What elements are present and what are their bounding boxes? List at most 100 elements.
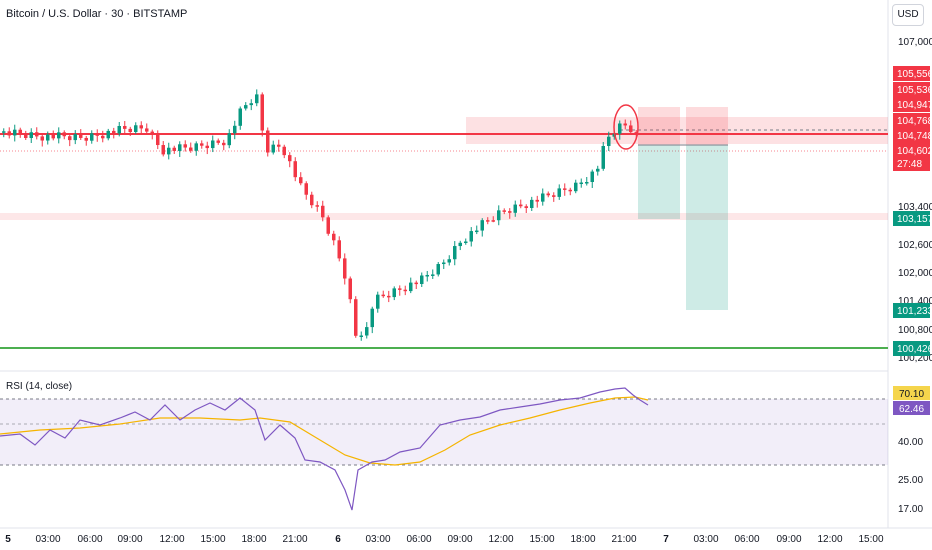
candle-body [502, 210, 506, 212]
candle-body [546, 193, 550, 196]
candle-body [563, 188, 567, 190]
candle-body [200, 143, 204, 146]
candle-body [596, 168, 600, 172]
time-tick: 09:00 [776, 534, 801, 545]
candle-body [172, 147, 176, 151]
time-tick: 21:00 [282, 534, 307, 545]
candle-body [101, 135, 105, 139]
candle-body [623, 123, 627, 126]
time-axis[interactable]: 5 03:00 06:00 09:00 12:00 15:00 18:00 21:00 6 03:… [5, 534, 884, 545]
time-tick: 06:00 [734, 534, 759, 545]
rsi-line [0, 387, 649, 511]
candle-body [304, 183, 308, 195]
candle-body [29, 132, 33, 138]
candle-body [216, 140, 220, 143]
price-tag: 105,536 [897, 85, 932, 96]
candle-body [84, 137, 88, 141]
candle-body [469, 231, 473, 242]
candle-body [40, 136, 44, 141]
price-tick: 100,200 [898, 353, 932, 364]
time-tick: 03:00 [365, 534, 390, 545]
price-tag-bg [893, 128, 930, 143]
candle-body [601, 146, 605, 169]
time-tick: 09:00 [447, 534, 472, 545]
price-tick: 102,000 [898, 268, 932, 279]
candle-body [183, 144, 187, 148]
price-tag-bg [893, 143, 930, 171]
candle-body [453, 246, 457, 260]
candle-body [24, 133, 28, 138]
rsi-band [0, 399, 888, 465]
candle-body [194, 143, 198, 151]
short-position-1-risk[interactable] [638, 107, 680, 145]
candle-body [299, 177, 303, 184]
candle-body [519, 204, 523, 207]
time-tick: 03:00 [693, 534, 718, 545]
price-tag: 104,602 [897, 146, 932, 157]
price-tag-bg [893, 113, 930, 128]
candle-body [326, 217, 330, 234]
candle-body [348, 278, 352, 300]
candle-body [359, 335, 363, 337]
candle-body [398, 288, 402, 290]
rsi-axis[interactable]: 40.00 25.00 17.00 70.10 62.46 [893, 386, 930, 515]
candle-body [266, 130, 270, 153]
short-position-2-target[interactable] [686, 145, 728, 310]
price-tick: 101,400 [898, 296, 932, 307]
candle-body [57, 132, 61, 139]
price-tag-bg [893, 211, 930, 226]
price-tag: 104,947 [897, 100, 932, 111]
price-tag: 104,768 [897, 116, 932, 127]
price-tick: 107,000 [898, 37, 932, 48]
time-tick: 18:00 [241, 534, 266, 545]
candle-body [590, 171, 594, 182]
candle-body [524, 206, 528, 208]
candlestick-series [2, 89, 638, 341]
candle-body [123, 126, 127, 129]
symbol-title[interactable]: Bitcoin / U.S. Dollar · 30 · BITSTAMP [6, 8, 188, 20]
candle-body [535, 199, 539, 202]
candle-body [497, 210, 501, 221]
time-tick: 12:00 [159, 534, 184, 545]
rsi-indicator-title[interactable]: RSI (14, close) [6, 381, 73, 392]
time-tick: 15:00 [200, 534, 225, 545]
candle-body [271, 144, 275, 153]
candle-body [425, 274, 429, 277]
rsi-tick: 40.00 [898, 437, 923, 448]
short-position-1-target[interactable] [638, 145, 680, 219]
candle-body [431, 274, 435, 276]
rsi-tick: 17.00 [898, 504, 923, 515]
candle-body [249, 103, 253, 106]
candle-body [161, 145, 165, 155]
candle-body [552, 195, 556, 197]
price-axis[interactable]: 107,000 103,400 102,600 102,000 101,400 … [898, 37, 932, 364]
price-tags: 105,556 105,536 104,947 104,768 104,748 … [893, 66, 932, 356]
candle-body [73, 134, 77, 141]
time-tick: 18:00 [570, 534, 595, 545]
currency-button[interactable]: USD [892, 4, 924, 26]
price-tick: 103,400 [898, 202, 932, 213]
price-tag-bg [893, 66, 930, 81]
highlight-circle[interactable] [613, 104, 639, 150]
short-position-2-risk[interactable] [686, 107, 728, 145]
candle-body [233, 125, 237, 134]
candle-body [106, 130, 110, 139]
candle-body [475, 230, 479, 233]
candle-body [343, 258, 347, 279]
candle-body [134, 125, 138, 133]
candle-body [491, 220, 495, 222]
price-tick: 102,600 [898, 240, 932, 251]
candle-body [139, 125, 143, 129]
candle-body [634, 132, 638, 135]
candle-body [79, 134, 83, 138]
candle-body [387, 295, 391, 298]
price-tick: 100,800 [898, 325, 932, 336]
candle-body [574, 182, 578, 192]
rsi-tag: 62.46 [899, 404, 924, 415]
candle-body [46, 134, 50, 141]
candle-body [370, 308, 374, 328]
demand-zone-line [0, 213, 888, 220]
candle-body [513, 204, 517, 213]
candle-body [541, 193, 545, 202]
